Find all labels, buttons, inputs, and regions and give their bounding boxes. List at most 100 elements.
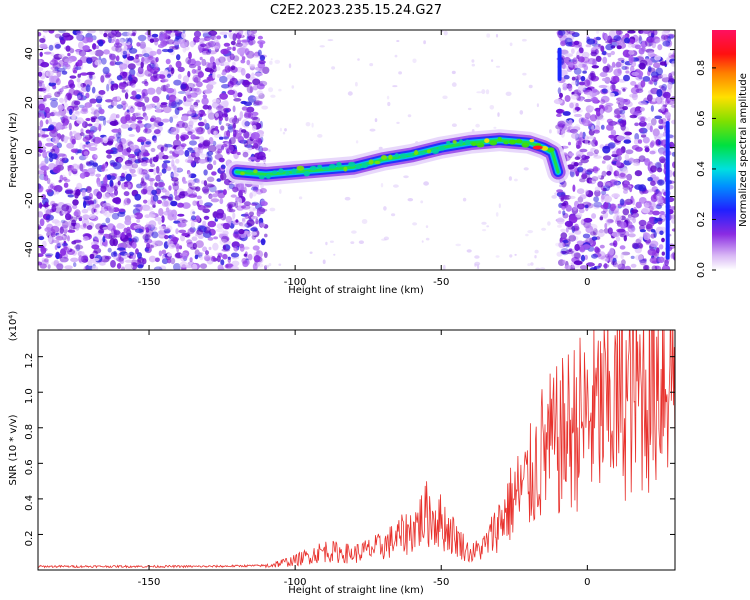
noise-speckle <box>168 94 177 103</box>
noise-speckle <box>259 41 264 49</box>
noise-speckle <box>605 258 609 262</box>
noise-speckle <box>196 81 203 88</box>
noise-speckle <box>590 147 596 153</box>
signal-blob <box>427 149 431 154</box>
snr-series-line <box>38 330 675 569</box>
noise-speckle <box>182 180 187 184</box>
noise-speckle <box>163 69 169 76</box>
noise-speckle <box>128 117 137 124</box>
noise-speckle <box>164 143 173 148</box>
noise-speckle <box>52 85 57 90</box>
noise-speckle <box>656 247 660 254</box>
noise-speckle <box>568 234 577 242</box>
noise-speckle <box>165 84 169 89</box>
noise-speckle <box>398 71 402 75</box>
noise-speckle <box>575 102 579 108</box>
noise-speckle <box>75 244 81 252</box>
noise-speckle <box>158 265 167 270</box>
noise-speckle <box>131 74 135 79</box>
noise-speckle <box>577 166 584 173</box>
noise-speckle <box>619 198 625 206</box>
noise-speckle <box>38 111 44 116</box>
noise-speckle <box>148 168 155 173</box>
noise-speckle <box>630 263 637 268</box>
noise-speckle <box>667 81 673 90</box>
noise-speckle <box>580 218 586 226</box>
noise-speckle <box>565 227 569 233</box>
noise-speckle <box>45 254 52 258</box>
noise-speckle <box>156 86 162 95</box>
noise-speckle <box>125 173 132 182</box>
noise-speckle <box>158 172 163 177</box>
noise-speckle <box>574 133 580 140</box>
noise-speckle <box>263 251 268 258</box>
noise-speckle <box>655 67 663 76</box>
noise-speckle <box>605 102 614 107</box>
noise-speckle <box>573 260 583 266</box>
noise-speckle <box>261 105 269 110</box>
noise-speckle <box>127 127 133 131</box>
noise-speckle <box>235 219 239 223</box>
noise-speckle <box>113 252 118 257</box>
noise-speckle <box>69 216 78 222</box>
noise-speckle <box>640 134 647 138</box>
noise-speckle <box>394 54 398 58</box>
noise-speckle <box>231 117 240 124</box>
noise-speckle <box>647 220 655 227</box>
noise-speckle <box>153 137 157 143</box>
noise-speckle <box>89 204 96 208</box>
noise-speckle <box>49 75 54 84</box>
noise-speckle <box>584 112 591 120</box>
noise-speckle <box>525 233 529 237</box>
noise-speckle <box>41 45 48 49</box>
noise-speckle <box>641 207 651 214</box>
noise-speckle <box>369 128 376 132</box>
noise-speckle <box>201 186 210 194</box>
noise-speckle <box>602 145 611 154</box>
noise-speckle <box>557 120 566 128</box>
noise-speckle <box>585 189 589 195</box>
noise-speckle <box>622 98 631 105</box>
noise-speckle <box>596 109 601 117</box>
noise-speckle <box>663 35 669 42</box>
noise-speckle <box>131 163 139 169</box>
signal-blob <box>521 142 530 148</box>
noise-speckle <box>212 71 216 79</box>
signal-blob <box>265 173 271 179</box>
noise-speckle <box>647 51 655 57</box>
noise-speckle <box>82 36 90 44</box>
noise-speckle <box>121 172 125 178</box>
noise-speckle <box>59 159 64 166</box>
y-tick-label: -20 <box>24 192 35 208</box>
noise-speckle <box>178 38 184 45</box>
noise-speckle <box>279 127 282 132</box>
noise-speckle <box>585 225 594 234</box>
noise-speckle <box>124 92 129 100</box>
noise-speckle <box>166 225 173 232</box>
noise-speckle <box>38 183 42 190</box>
noise-speckle <box>251 111 259 116</box>
noise-speckle <box>160 104 164 109</box>
noise-speckle <box>155 56 159 63</box>
noise-speckle <box>38 82 45 89</box>
noise-speckle <box>127 253 131 258</box>
noise-speckle <box>125 89 129 93</box>
noise-speckle <box>171 46 180 50</box>
noise-speckle <box>609 203 616 212</box>
noise-speckle <box>93 122 103 129</box>
noise-speckle <box>58 59 65 67</box>
noise-speckle <box>495 65 501 68</box>
noise-speckle <box>171 100 180 109</box>
noise-speckle <box>155 166 160 174</box>
noise-speckle <box>190 151 197 158</box>
noise-speckle <box>166 39 175 45</box>
noise-speckle <box>278 263 282 266</box>
noise-speckle <box>619 119 627 128</box>
noise-speckle <box>54 43 61 49</box>
noise-speckle <box>298 196 303 200</box>
noise-speckle <box>575 78 580 87</box>
noise-speckle <box>213 236 219 240</box>
noise-speckle <box>214 42 221 50</box>
noise-speckle <box>136 152 142 160</box>
noise-speckle <box>174 107 180 115</box>
